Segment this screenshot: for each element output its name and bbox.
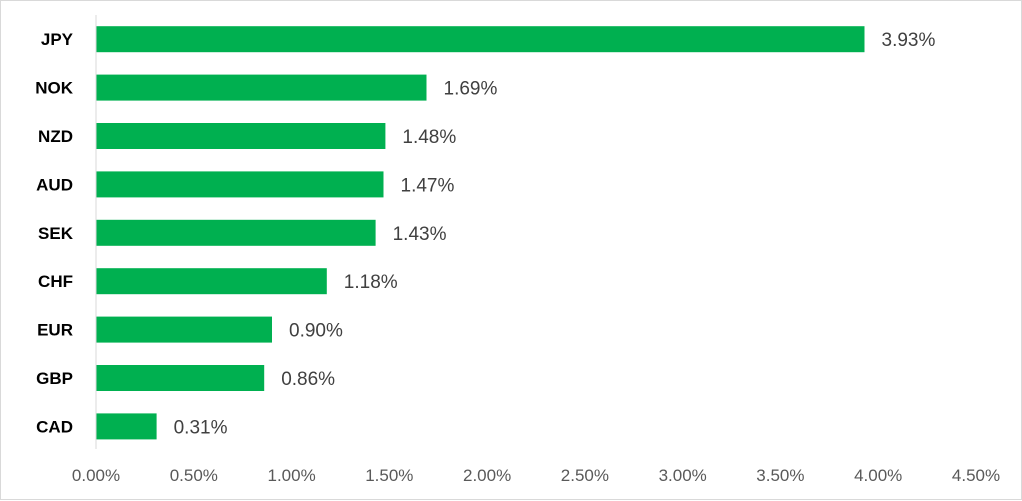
x-tick-label: 1.00% — [267, 466, 315, 485]
x-tick-label: 3.00% — [659, 466, 707, 485]
category-labels-group: JPY NOK NZD AUD SEK CHF EUR GBP CAD — [35, 30, 74, 436]
category-label-nzd: NZD — [38, 127, 73, 146]
bar-jpy — [96, 26, 865, 53]
value-label-nzd: 1.48% — [402, 127, 456, 148]
value-label-chf: 1.18% — [344, 272, 398, 293]
value-label-sek: 1.43% — [393, 224, 447, 245]
category-label-jpy: JPY — [41, 30, 74, 49]
value-label-cad: 0.31% — [174, 417, 228, 438]
bars-group — [96, 26, 865, 440]
bar-nok — [96, 74, 427, 101]
category-label-gbp: GBP — [36, 369, 73, 388]
category-label-chf: CHF — [38, 272, 73, 291]
bar-eur — [96, 316, 272, 343]
x-tick-label: 4.50% — [952, 466, 1000, 485]
value-label-gbp: 0.86% — [281, 369, 335, 390]
category-label-eur: EUR — [37, 321, 73, 340]
category-label-nok: NOK — [35, 79, 74, 98]
x-tick-labels-group: 0.00% 0.50% 1.00% 1.50% 2.00% 2.50% 3.00% 3.50%… — [72, 466, 1000, 485]
x-tick-label: 0.50% — [170, 466, 218, 485]
x-tick-label: 1.50% — [365, 466, 413, 485]
value-label-nok: 1.69% — [444, 79, 498, 100]
bar-aud — [96, 171, 384, 198]
category-label-sek: SEK — [38, 224, 74, 243]
bar-nzd — [96, 123, 386, 149]
bar-chf — [96, 268, 327, 295]
category-label-aud: AUD — [36, 175, 73, 194]
bar-sek — [96, 219, 376, 246]
bar-gbp — [96, 365, 265, 391]
value-label-eur: 0.90% — [289, 321, 343, 342]
value-label-jpy: 3.93% — [882, 30, 936, 51]
value-label-aud: 1.47% — [401, 175, 455, 196]
x-tick-label: 2.50% — [561, 466, 609, 485]
value-labels-group: 3.93% 1.69% 1.48% 1.47% 1.43% 1.18% 0.90% 0.86%… — [174, 30, 936, 438]
x-tick-label: 2.00% — [463, 466, 511, 485]
x-tick-label: 3.50% — [756, 466, 804, 485]
x-tick-label: 4.00% — [854, 466, 902, 485]
x-tick-label: 0.00% — [72, 466, 120, 485]
bar-cad — [96, 413, 157, 440]
category-label-cad: CAD — [36, 417, 73, 436]
